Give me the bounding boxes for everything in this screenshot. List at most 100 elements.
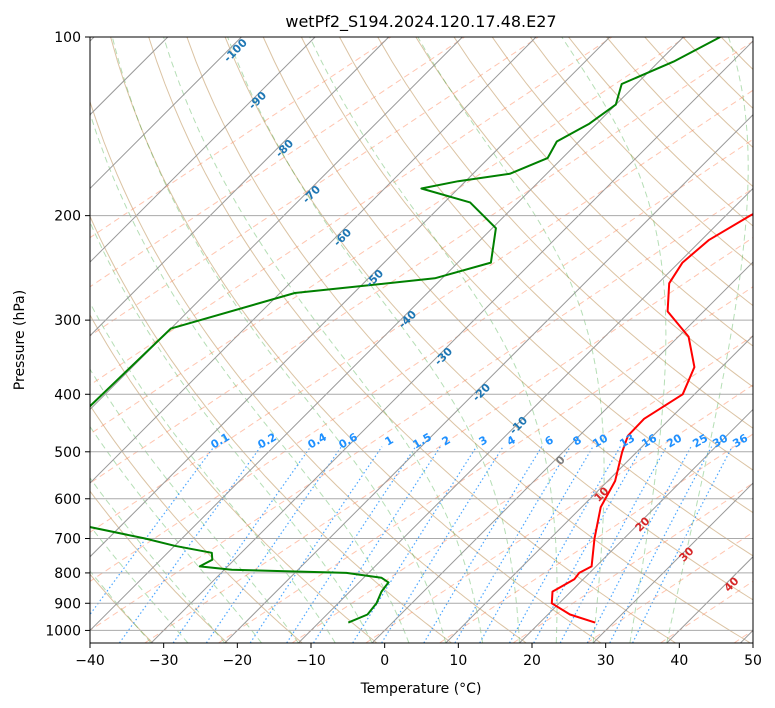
x-axis-ticks: −40 −30 −20 −10 0 10 20 30 40 50 [75,643,762,669]
isotherm-line [90,37,611,558]
y-tick-label: 200 [54,209,81,225]
dry-adiabat-line [529,37,753,267]
dry-adiabat-line [491,37,753,307]
moist-adiabat-line [417,37,605,643]
mixing-ratio-label: 20 [664,431,684,450]
x-tick-label: 20 [523,653,541,669]
red-dashed-line [90,89,753,533]
y-tick-label: 600 [54,492,81,508]
dry-adiabat-line [339,37,753,471]
x-tick-label: −40 [75,653,105,669]
moist-adiabat-label: 0 [553,453,568,468]
mixing-ratio-line [609,446,713,643]
isotherm-line [592,482,753,643]
moist-adiabat-line [90,425,262,643]
mixing-ratio-line [172,446,312,643]
dry-adiabat-line [90,573,154,643]
dry-adiabat-line [90,99,527,643]
mixing-ratio-label: 8 [571,433,584,448]
red-dashed-line [365,384,753,643]
red-dashed-line [90,37,392,239]
moist-adiabat-line [90,524,189,643]
isotherm-line [371,261,753,643]
moist-adiabat-line [90,111,410,643]
red-dashed-line [90,37,613,386]
isotherm-line [445,335,753,643]
x-tick-label: 40 [670,653,688,669]
dry-adiabat-label: -60 [331,226,354,249]
y-tick-label: 900 [54,596,81,612]
moist-adiabat-line [90,477,226,643]
dry-adiabat-label: -20 [470,381,493,404]
red-dashed-line [218,286,753,643]
red-dashed-line [439,433,753,643]
mixing-ratio-line [586,446,692,643]
chart-title: wetPf2_S194.2024.120.17.48.E27 [285,12,556,32]
dry-adiabat-line [759,37,775,643]
moist-adiabat-line [666,37,749,643]
mixing-ratio-label: 0.2 [256,430,279,451]
moist-adiabat-line [90,302,336,643]
mixing-ratio-label: 6 [543,433,556,448]
dry-adiabat-line [90,490,228,643]
background-lines [90,37,775,643]
dry-adiabat-line [262,37,753,557]
dry-adiabat-label: -80 [273,137,296,160]
red-dashed-line [90,40,753,484]
x-tick-label: 0 [380,653,389,669]
y-tick-label: 400 [54,387,81,403]
red-dashed-line [90,187,753,632]
y-tick-label: 300 [54,313,81,329]
red-dashed-line [90,138,753,582]
moist-adiabat-line [227,37,520,643]
grid-lines [90,37,753,643]
isotherm-line [224,114,753,643]
dry-adiabat-line [224,37,753,601]
series-lines [90,37,753,624]
mixing-ratio-label: 2 [440,433,453,448]
dewpoint-line [90,37,721,624]
dry-adiabat-line [90,215,452,643]
mixing-ratio-line [352,446,478,643]
isotherm-line [519,408,753,643]
moist-adiabat-line [90,368,299,643]
mixing-ratio-label: 1 [383,433,396,448]
x-tick-label: −20 [223,653,253,669]
mixing-ratio-label: 0.6 [337,430,361,451]
mixing-ratio-label: 0.4 [306,430,330,451]
dry-adiabat-line [568,37,753,227]
x-tick-label: 10 [449,653,467,669]
moist-adiabat-line [309,37,558,643]
isotherm-line [90,37,390,337]
isotherm-line [298,187,753,643]
mixing-ratio-line [286,446,417,643]
mixing-ratio-line [423,446,543,643]
mixing-ratio-line [249,446,383,643]
isotherm-line [90,37,537,484]
dry-adiabat-line [415,37,753,388]
dry-adiabat-line [90,313,378,643]
mixing-ratio-label: 25 [690,432,710,451]
dry-adiabat-line [682,37,753,110]
mixing-ratio-line [205,446,342,643]
red-dashed-line [144,236,753,643]
red-dashed-line [586,531,753,643]
dry-adiabat-label: -40 [396,308,419,331]
moist-adiabat-line [561,37,667,643]
dry-adiabat-line [148,37,676,643]
y-tick-label: 800 [54,566,81,582]
dry-adiabat-line [110,37,602,643]
dry-adiabat-label: -70 [300,183,323,206]
mixing-ratio-line [533,446,643,643]
red-dashed-line [90,37,539,337]
isotherm-line [90,37,463,411]
x-tick-label: −10 [296,653,326,669]
dry-adiabat-line [377,37,753,429]
mixing-ratio-label: 10 [590,431,610,450]
dry-adiabat-line [644,37,753,149]
x-axis-title: Temperature (°C) [360,681,482,697]
red-dashed-line [90,37,465,288]
red-dashed-line [90,37,686,435]
x-tick-label: 50 [744,653,762,669]
